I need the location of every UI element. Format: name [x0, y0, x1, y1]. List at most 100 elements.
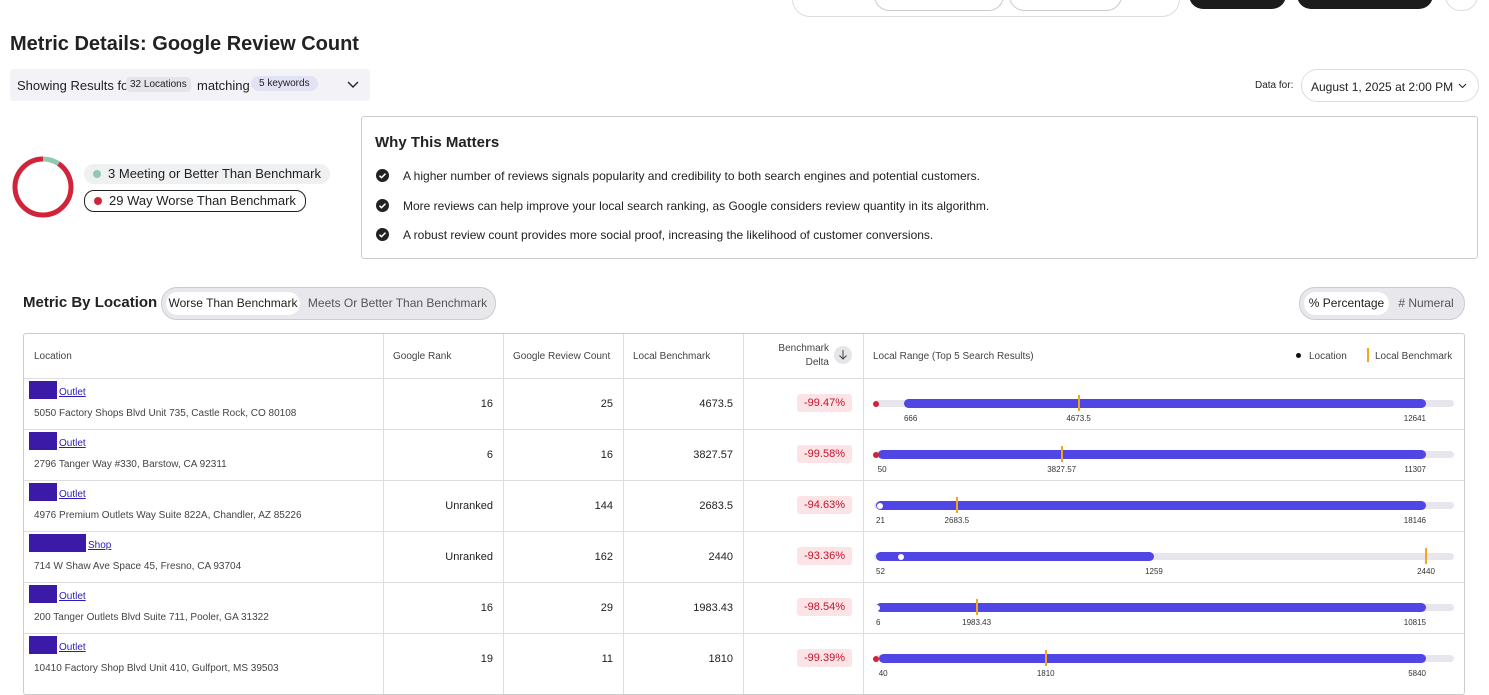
benchmark-label: 1983.43	[962, 618, 992, 627]
benchmark-tick	[1425, 548, 1427, 564]
location-address: 2796 Tanger Way #330, Barstow, CA 92311	[34, 459, 227, 470]
location-link[interactable]: Outlet	[59, 591, 86, 602]
location-link[interactable]: Shop	[88, 540, 112, 551]
cell-benchmark: 4673.5	[699, 398, 733, 410]
page: Metric Details: Google Review Count Show…	[10, 0, 1479, 695]
row-divider	[24, 378, 1464, 379]
legend-dot	[93, 170, 101, 178]
tab[interactable]: Worse Than Benchmark	[166, 292, 300, 315]
chevron	[1458, 83, 1467, 89]
benchmark-tick	[955, 497, 958, 513]
benchmark-tick	[975, 599, 978, 615]
range-max-label: 5840	[1408, 669, 1426, 678]
donut-segment	[12, 156, 74, 218]
location-address: 4976 Premium Outlets Way Suite 822A, Cha…	[34, 510, 302, 521]
cell-benchmark: 1983.43	[693, 602, 733, 614]
check-circle	[376, 198, 389, 212]
redacted-name	[29, 432, 57, 450]
column-divider	[863, 334, 864, 694]
cell-rank: 16	[480, 398, 493, 410]
redacted-name	[29, 585, 57, 603]
redacted-name	[29, 534, 86, 552]
legend-item[interactable]: 29 Way Worse Than Benchmark	[84, 190, 306, 212]
delta-badge: -93.36%	[797, 547, 852, 565]
range-bar	[878, 654, 1426, 663]
filter-bar[interactable]: Showing Results for 32 Locations matchin…	[10, 69, 370, 101]
location-link[interactable]: Outlet	[59, 387, 86, 398]
column-divider	[623, 334, 624, 694]
benchmark-tick	[1077, 395, 1080, 411]
range-track	[874, 553, 1454, 560]
location-dot	[873, 655, 879, 662]
legend-dot	[94, 197, 102, 205]
delta-badge: -99.58%	[797, 445, 852, 463]
column-divider	[743, 334, 744, 694]
filter-prefix: Showing Results for	[17, 78, 133, 93]
check-circle	[376, 228, 389, 241]
why-card: Why This Matters A higher number of revi…	[361, 116, 1478, 259]
column-divider	[503, 334, 504, 694]
location-dot	[873, 400, 879, 407]
section-title: Metric By Location	[23, 294, 158, 311]
column-divider	[383, 334, 384, 694]
toolbar-button[interactable]	[1009, 0, 1122, 11]
delta-badge: -99.39%	[797, 649, 852, 667]
filter-connector: matching	[197, 78, 250, 93]
toggle-option[interactable]: % Percentage	[1304, 292, 1389, 315]
benchmark-label: 2440	[1417, 567, 1435, 576]
benchmark-tick	[1044, 650, 1047, 666]
delta-badge: -98.54%	[797, 598, 852, 616]
range-bar	[903, 399, 1426, 408]
cell-rank: Unranked	[445, 551, 493, 563]
column-header: Local Benchmark	[633, 351, 711, 362]
benchmark-tick	[1060, 446, 1063, 462]
location-address: 200 Tanger Outlets Blvd Suite 711, Poole…	[34, 612, 269, 623]
column-header[interactable]: Benchmark Delta	[778, 343, 829, 368]
legend-benchmark: Local Benchmark	[1375, 351, 1453, 362]
cell-review-count: 144	[594, 500, 613, 512]
column-header: Google Rank	[393, 351, 452, 362]
row-divider	[24, 582, 1464, 583]
legend-label: Meeting or Better Than Benchmark	[118, 166, 321, 181]
location-address: 714 W Shaw Ave Space 45, Fresno, CA 9370…	[34, 561, 242, 572]
legend-item[interactable]: 3 Meeting or Better Than Benchmark	[84, 164, 330, 184]
tab-group: Worse Than Benchmark Meets Or Better Than…	[161, 287, 496, 320]
check-icon	[376, 228, 389, 241]
toolbar-button[interactable]	[874, 0, 1004, 11]
cell-rank: 16	[480, 602, 493, 614]
tab[interactable]: Meets Or Better Than Benchmark	[307, 296, 488, 310]
location-link[interactable]: Outlet	[59, 489, 86, 500]
range-max-label: 11307	[1404, 465, 1426, 474]
range-bar	[877, 450, 1426, 459]
check-icon	[376, 169, 389, 182]
toggle-group: % Percentage # Numeral	[1299, 287, 1465, 320]
location-link[interactable]: Outlet	[59, 438, 86, 449]
cell-review-count: 11	[601, 653, 613, 665]
toolbar-button[interactable]	[1297, 0, 1433, 9]
donut-chart	[12, 156, 74, 218]
location-link[interactable]: Outlet	[59, 642, 86, 653]
cell-rank: 6	[486, 449, 493, 461]
range-min-label: 52	[876, 567, 885, 576]
location-dot	[876, 502, 883, 509]
sort-icon[interactable]	[834, 346, 852, 364]
check-mark	[378, 232, 387, 238]
toggle-option[interactable]: # Numeral	[1398, 296, 1454, 310]
range-bar	[876, 552, 1154, 561]
location-dot	[874, 604, 881, 611]
date-select[interactable]: August 1, 2025 at 2:00 PM	[1301, 69, 1479, 102]
range-bar	[876, 501, 1426, 510]
delta-badge: -94.63%	[797, 496, 852, 514]
cell-review-count: 25	[600, 398, 613, 410]
benchmark-label: 3827.57	[1047, 465, 1077, 474]
cell-review-count: 29	[600, 602, 613, 614]
why-title: Why This Matters	[375, 134, 500, 151]
legend-location: Location	[1309, 351, 1347, 362]
cell-benchmark: 2440	[708, 551, 733, 563]
toolbar-button[interactable]	[1189, 0, 1286, 9]
toolbar-button[interactable]	[1445, 0, 1478, 11]
why-item: A higher number of reviews signals popul…	[403, 169, 980, 183]
sort-arrow	[839, 350, 847, 360]
cell-benchmark: 2683.5	[699, 500, 733, 512]
legend-tick	[1367, 348, 1369, 362]
